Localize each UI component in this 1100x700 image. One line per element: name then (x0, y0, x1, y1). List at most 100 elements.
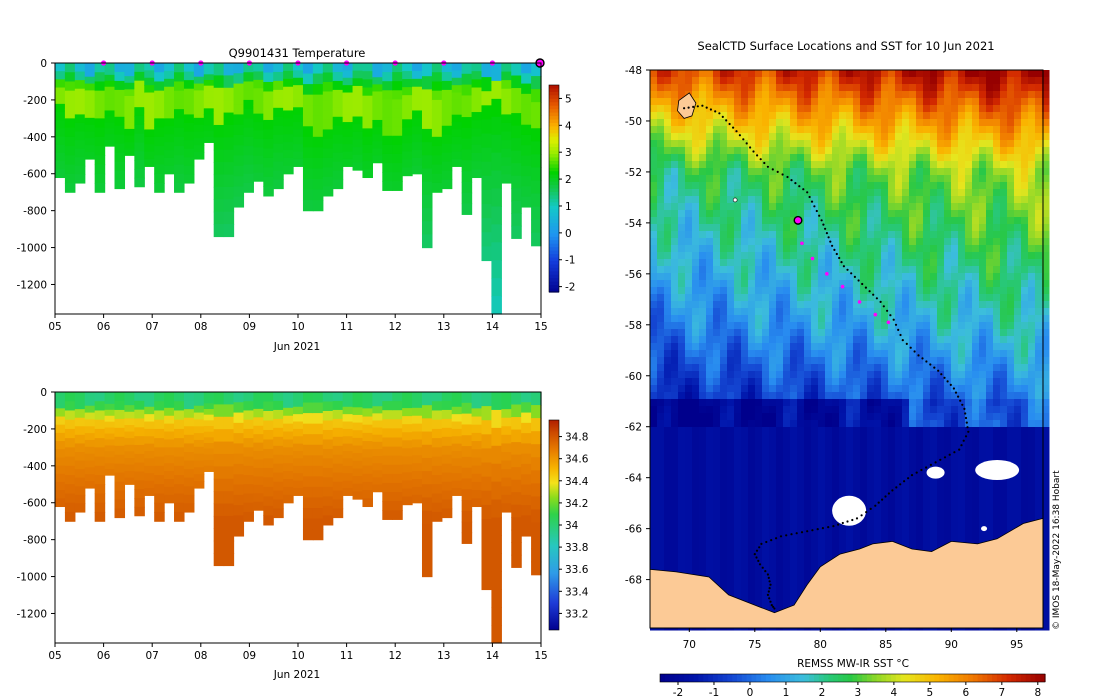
sst-cell (818, 294, 826, 302)
temperature-cell (521, 165, 532, 177)
sst-cell (769, 329, 777, 337)
salinity-cell (104, 457, 116, 464)
sst-cell (790, 203, 798, 211)
sst-cell (1007, 308, 1015, 316)
temperature-cell (382, 181, 393, 191)
temperature-cell (392, 181, 403, 191)
sst-cell (755, 175, 763, 183)
sst-cell (860, 189, 868, 197)
sst-cell (1042, 343, 1050, 351)
temperature-cell (511, 225, 522, 239)
sst-cell (993, 161, 1001, 169)
sst-cell (951, 371, 959, 379)
sst-cell (1042, 399, 1050, 407)
temperature-cell (134, 115, 145, 126)
sst-cell (951, 455, 959, 463)
sst-cell (951, 154, 959, 162)
sst-cell (916, 483, 924, 491)
sst-cell (727, 441, 735, 449)
sst-cell (951, 77, 959, 85)
sst-cell (958, 329, 966, 337)
salinity-cell (431, 456, 443, 467)
sst-cell (972, 252, 980, 260)
temperature-cell (84, 138, 96, 146)
sst-cell (930, 98, 938, 106)
sst-cell (1014, 105, 1022, 113)
sst-cell (993, 154, 1001, 162)
sst-cell (930, 406, 938, 414)
sst-cell (944, 266, 952, 274)
sst-cell (769, 385, 777, 393)
sst-cell (930, 217, 938, 225)
salinity-cell (64, 419, 76, 430)
sst-cell (769, 371, 777, 379)
sst-cell (818, 364, 826, 372)
sst-cell (825, 175, 833, 183)
sst-cell (923, 385, 931, 393)
sst-cell (825, 189, 833, 197)
salinity-cell (84, 433, 96, 441)
sst-cell (958, 259, 966, 267)
sst-cell (671, 175, 679, 183)
sst-cell (811, 98, 819, 106)
temperature-cell (263, 167, 274, 178)
temperature-cell (501, 174, 512, 184)
temperature-cell (461, 127, 473, 140)
temperature-cell (431, 136, 443, 147)
temperature-cell (94, 72, 106, 83)
sst-cell (1000, 322, 1008, 330)
temperature-cell (233, 134, 245, 146)
sst-cell (804, 70, 812, 78)
sst-cell (951, 392, 959, 400)
temperature-colorbar-swatch (549, 129, 559, 134)
salinity-cell (55, 490, 66, 499)
sst-cell (734, 399, 742, 407)
sst-cell (699, 168, 707, 176)
sst-cell (846, 196, 854, 204)
sst-cell (755, 469, 763, 477)
sst-cell (790, 140, 798, 148)
salinity-cell (451, 421, 463, 430)
sst-cell (762, 371, 770, 379)
sst-cell (1021, 357, 1029, 365)
sst-cell (972, 161, 980, 169)
sst-cell (888, 476, 896, 484)
temperature-cell (481, 175, 493, 191)
sst-cell (979, 322, 987, 330)
sst-cell (692, 203, 700, 211)
sst-cell (748, 273, 756, 281)
sst-cell (657, 175, 665, 183)
temperature-cell (174, 72, 185, 83)
salinity-cell (392, 464, 403, 475)
salinity-cell (402, 456, 413, 465)
sst-cell (762, 91, 770, 99)
sst-cell (685, 210, 693, 218)
sst-cell (748, 84, 756, 92)
sst-cell (699, 476, 707, 484)
sst-cell (895, 154, 903, 162)
sst-cell (776, 224, 784, 232)
sst-cell (895, 70, 903, 78)
sst-cell (874, 420, 882, 428)
sst-cell (895, 357, 903, 365)
salinity-cell (193, 453, 205, 462)
sst-cell (860, 336, 868, 344)
sst-cell (790, 273, 798, 281)
temperature-cell (233, 114, 245, 126)
sst-cell (1035, 154, 1043, 162)
sst-cell (895, 336, 903, 344)
sst-cell (895, 434, 903, 442)
sst-cell (804, 378, 812, 386)
sst-cell (930, 420, 938, 428)
sst-cell (993, 322, 1001, 330)
sst-cell (818, 308, 826, 316)
sst-cell (902, 210, 910, 218)
salinity-cell (451, 392, 463, 400)
sst-cell (727, 203, 735, 211)
sst-cell (678, 273, 686, 281)
sst-cell (881, 168, 889, 176)
sst-cell (650, 441, 658, 449)
sst-cell (727, 448, 735, 456)
sst-cell (769, 427, 777, 435)
